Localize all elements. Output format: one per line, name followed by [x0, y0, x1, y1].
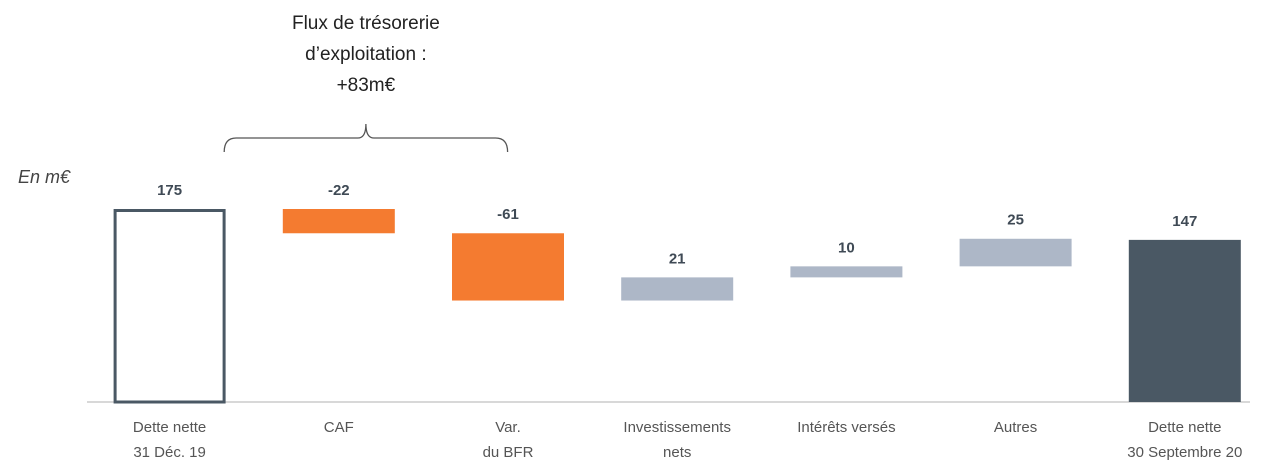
x-tick-label: Autres: [994, 419, 1037, 436]
bar: [1128, 239, 1241, 402]
bracket: [223, 123, 509, 153]
x-tick-label: 31 Déc. 19: [133, 444, 206, 461]
x-tick-label: Dette nette: [1148, 419, 1221, 436]
x-tick-label: du BFR: [483, 444, 534, 461]
unit-label: En m€: [18, 167, 71, 187]
annotation: Flux de trésorerie: [292, 13, 440, 34]
bar: [113, 209, 226, 404]
value-label: 21: [669, 250, 686, 267]
x-tick-label: Var.: [495, 419, 521, 436]
bar: [959, 238, 1072, 267]
annotation: d’exploitation :: [305, 44, 426, 65]
value-label: 175: [157, 182, 182, 199]
x-tick-label: Investissements: [623, 419, 731, 436]
x-tick-label: Intérêts versés: [797, 419, 895, 436]
value-label: 10: [838, 239, 855, 256]
value-label: -61: [497, 206, 519, 223]
value-label: 147: [1172, 213, 1197, 230]
x-tick-label: nets: [663, 444, 691, 461]
x-tick-label: CAF: [324, 419, 354, 436]
bar: [621, 277, 734, 301]
bar: [282, 209, 395, 234]
x-tick-label: 30 Septembre 20: [1127, 444, 1242, 461]
x-tick-label: Dette nette: [133, 419, 206, 436]
bar: [790, 266, 903, 278]
value-label: -22: [328, 182, 350, 199]
bar: [452, 233, 564, 301]
value-label: 25: [1007, 212, 1024, 229]
annotation: +83m€: [337, 75, 396, 96]
